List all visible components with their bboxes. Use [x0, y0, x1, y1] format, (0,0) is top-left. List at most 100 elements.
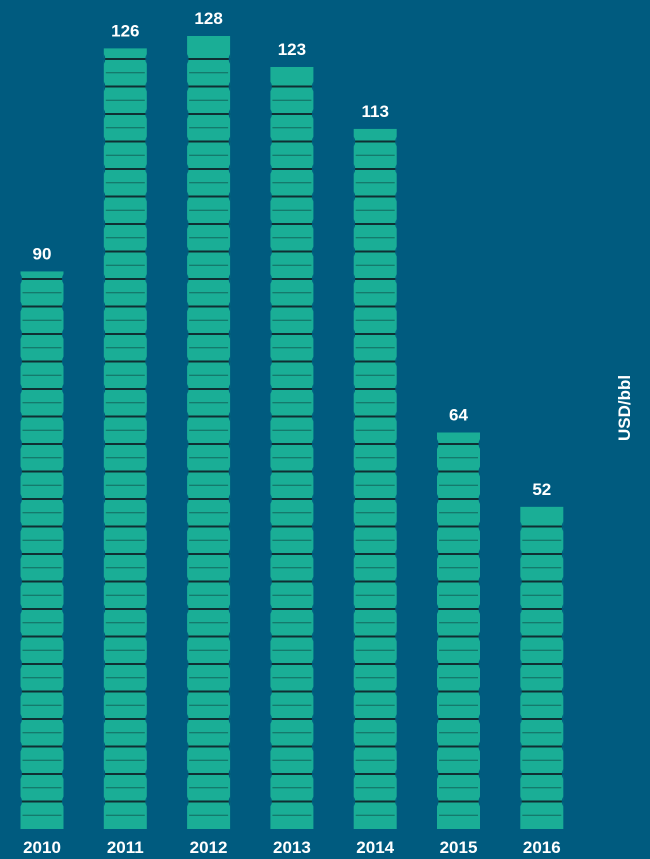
bar-notch	[103, 191, 106, 202]
category-label-2012: 2012	[190, 838, 228, 857]
bar-notch	[20, 631, 22, 642]
bar-notch	[187, 164, 189, 174]
bar-notch	[20, 604, 22, 614]
bar-2011	[103, 48, 147, 829]
category-labels-group: 2010 2011 2012 2013 2014 2015 2016	[23, 838, 561, 857]
bar-notch	[353, 384, 356, 394]
bar-notch	[353, 549, 356, 559]
bar-notch	[270, 274, 272, 284]
bar-notch	[311, 81, 314, 92]
bar-notch	[520, 686, 522, 697]
bar-notch	[20, 521, 22, 532]
bar-notch	[270, 191, 272, 202]
bar-notch	[270, 164, 272, 174]
bar-notch	[520, 714, 522, 724]
bar-notch	[145, 54, 147, 64]
bar-notch	[270, 301, 272, 312]
bar-notch	[311, 466, 314, 477]
bar-notch	[145, 604, 147, 614]
bar-notch	[270, 466, 272, 477]
bar-notch	[103, 246, 106, 257]
y-axis-unit-label: USD/bbl	[615, 375, 634, 441]
bar-notch	[395, 301, 397, 312]
bar-body-2014	[353, 128, 397, 829]
bar-notch	[520, 521, 522, 532]
bar-notch	[103, 686, 106, 697]
value-label-2014: 113	[361, 102, 388, 121]
bar-notch	[270, 329, 272, 339]
bar-notch	[187, 521, 189, 532]
bar-notch	[520, 659, 522, 669]
bar-notch	[395, 659, 397, 669]
bar-body-2016	[520, 506, 564, 829]
bar-notch	[187, 384, 189, 394]
bar-notch	[520, 631, 522, 642]
bar-notch	[103, 219, 106, 229]
category-label-2011: 2011	[107, 838, 144, 857]
bar-notch	[353, 521, 356, 532]
bar-notch	[478, 796, 480, 807]
bar-notch	[187, 246, 189, 257]
bar-notch	[62, 439, 64, 449]
bar-notch	[353, 274, 356, 284]
bar-notch	[62, 384, 64, 394]
bar-notch	[103, 631, 106, 642]
bar-notch	[62, 741, 64, 752]
bar-notch	[145, 191, 147, 202]
bar-notch	[145, 521, 147, 532]
bar-notch	[270, 494, 272, 504]
bar-notch	[478, 631, 480, 642]
category-label-2015: 2015	[440, 838, 478, 857]
bar-notch	[62, 411, 64, 422]
bar-notch	[103, 411, 106, 422]
bar-notch	[270, 741, 272, 752]
bar-notch	[145, 384, 147, 394]
bar-notch	[353, 494, 356, 504]
bar-notch	[478, 686, 480, 697]
bar-2013	[270, 66, 314, 829]
bar-notch	[561, 604, 564, 614]
bar-notch	[395, 796, 397, 807]
bar-notch	[395, 219, 397, 229]
bar-notch	[270, 439, 272, 449]
bar-notch	[478, 576, 480, 587]
category-label-2014: 2014	[356, 838, 394, 857]
bar-notch	[478, 769, 480, 779]
bar-notch	[353, 301, 356, 312]
bar-notch	[353, 466, 356, 477]
bar-notch	[437, 439, 439, 449]
bar-notch	[145, 466, 147, 477]
bar-notch	[270, 576, 272, 587]
bar-notch	[20, 494, 22, 504]
bar-notch	[437, 714, 439, 724]
value-label-2015: 64	[449, 406, 468, 425]
bar-notch	[270, 384, 272, 394]
bar-notch	[145, 494, 147, 504]
value-label-2010: 90	[33, 244, 52, 263]
bar-notch	[187, 136, 189, 147]
bar-notch	[311, 136, 314, 147]
bar-notch	[103, 741, 106, 752]
bar-notch	[145, 109, 147, 119]
bar-2010	[20, 271, 64, 829]
bar-notch	[187, 631, 189, 642]
bar-notch	[228, 659, 231, 669]
bar-notch	[62, 769, 64, 779]
bar-body-2013	[270, 66, 314, 829]
bar-notch	[270, 136, 272, 147]
bar-notch	[228, 329, 231, 339]
bar-notch	[270, 549, 272, 559]
bar-notch	[311, 439, 314, 449]
bar-notch	[311, 659, 314, 669]
bar-notch	[561, 741, 564, 752]
bar-notch	[187, 356, 189, 367]
bar-notch	[20, 466, 22, 477]
bar-notch	[395, 274, 397, 284]
bar-notch	[62, 301, 64, 312]
bar-notch	[437, 604, 439, 614]
bar-notch	[62, 604, 64, 614]
bar-notch	[103, 714, 106, 724]
bar-notch	[395, 521, 397, 532]
bar-notch	[270, 246, 272, 257]
bar-notch	[228, 604, 231, 614]
